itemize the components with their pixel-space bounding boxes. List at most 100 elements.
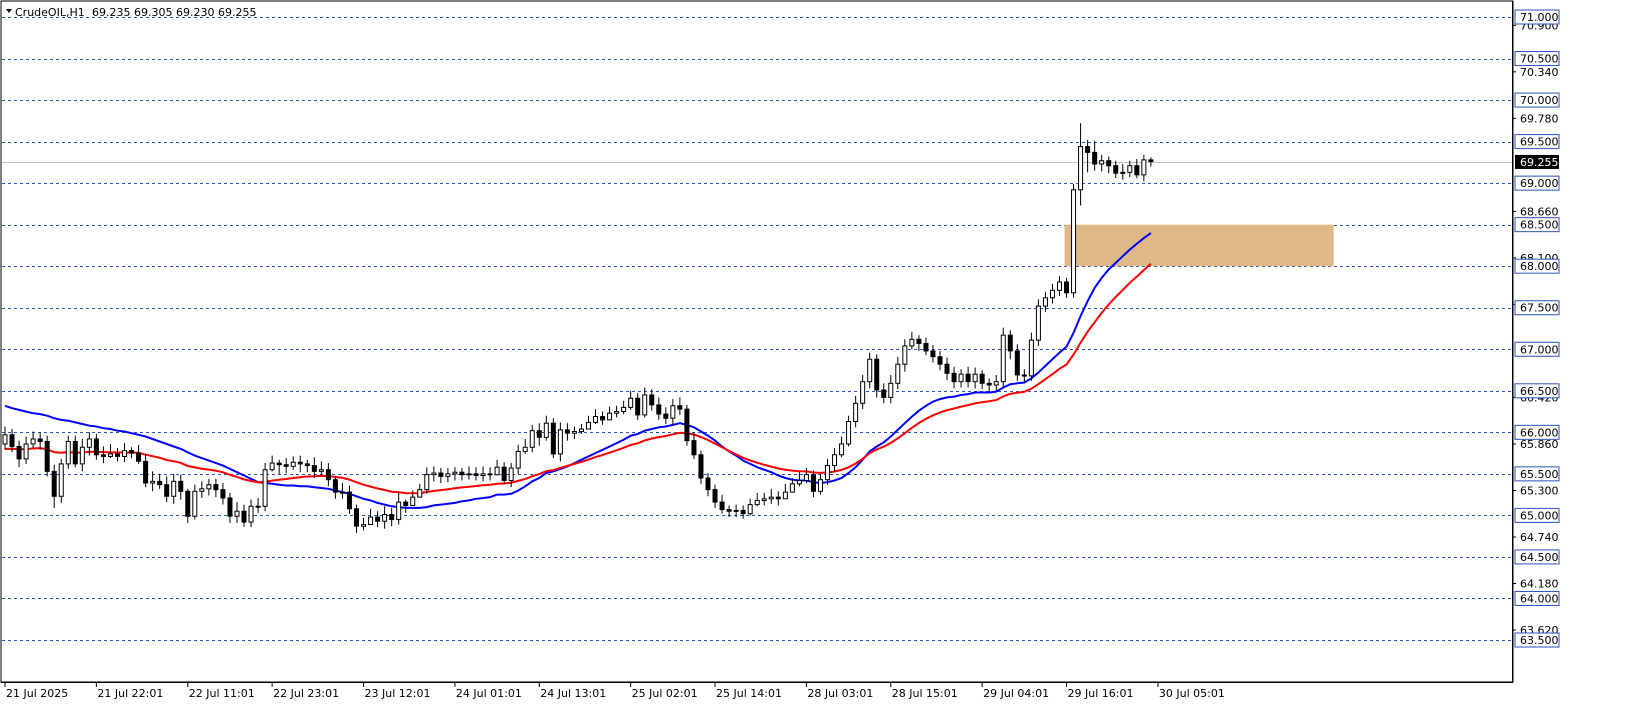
level-label-box: 70.500 <box>1514 51 1560 67</box>
bear-candle-body <box>635 397 641 416</box>
candle <box>150 471 156 492</box>
candle <box>30 431 36 449</box>
candle <box>550 418 556 459</box>
candle <box>979 370 985 390</box>
candle <box>269 455 275 472</box>
candle <box>747 498 753 516</box>
level-label-box: 64.500 <box>1514 549 1560 565</box>
candle <box>1106 156 1112 174</box>
bear-candle-body <box>1148 159 1154 163</box>
bull-candle-body <box>958 373 964 383</box>
candle <box>157 473 163 489</box>
candle <box>107 443 113 459</box>
bear-candle-body <box>487 473 493 476</box>
bull-candle-body <box>614 411 620 414</box>
time-tick-label: 21 Jul 2025 <box>6 687 68 700</box>
bull-candle-body <box>255 505 261 508</box>
zone-rect <box>1064 224 1334 267</box>
level-label-box: 64.000 <box>1514 590 1560 606</box>
candle <box>431 466 437 482</box>
bull-candle-body <box>1042 297 1048 307</box>
bull-candle-body <box>585 421 591 430</box>
candle <box>332 475 338 499</box>
bear-candle-body <box>536 430 542 438</box>
candle <box>213 478 219 498</box>
candle <box>410 490 416 506</box>
level-label-frame <box>1514 341 1560 357</box>
candle <box>564 423 570 441</box>
level-label-frame <box>1514 51 1560 67</box>
candle <box>487 467 493 481</box>
candle <box>923 337 929 356</box>
candle <box>283 458 289 474</box>
bull-candle-body <box>642 394 648 416</box>
bear-candle-body <box>1007 334 1013 352</box>
bull-candle-body <box>2 434 8 445</box>
candle <box>44 435 50 477</box>
candle <box>403 499 409 513</box>
level-label-text: 67.000 <box>1520 343 1559 356</box>
bear-candle-body <box>389 514 395 521</box>
candle <box>1021 369 1027 383</box>
candle <box>58 458 64 503</box>
bull-candle-body <box>761 498 767 501</box>
candle <box>712 484 718 508</box>
bull-candle-body <box>1099 160 1105 165</box>
candle <box>290 456 296 470</box>
candle <box>424 467 430 494</box>
bull-candle-body <box>853 402 859 423</box>
bear-candle-body <box>930 350 936 358</box>
candle <box>691 432 697 459</box>
bull-candle-body <box>171 480 177 497</box>
candle <box>529 424 535 453</box>
candle <box>452 467 458 481</box>
bull-candle-body <box>290 461 296 467</box>
level-label-frame <box>1514 9 1560 25</box>
bear-candle-body <box>185 490 191 517</box>
bull-candle-body <box>396 501 402 521</box>
candle <box>874 354 880 398</box>
candle <box>234 502 240 523</box>
level-label-frame <box>1514 134 1560 150</box>
candle <box>241 504 247 528</box>
candle <box>733 504 739 518</box>
bull-candle-body <box>747 504 753 515</box>
candle <box>1057 276 1062 297</box>
bear-candle-body <box>51 470 57 497</box>
bear-candle-body <box>1021 374 1027 377</box>
candle <box>37 432 43 450</box>
level-label-box: 65.500 <box>1514 466 1560 482</box>
bear-candle-body <box>656 404 662 415</box>
candle <box>1007 330 1013 360</box>
candle <box>185 488 191 523</box>
level-label-text: 69.000 <box>1520 177 1559 190</box>
bear-candle-body <box>403 501 409 506</box>
ohlc-values: 69.235 69.305 69.230 69.255 <box>92 6 256 19</box>
current-price-label: 69.255 <box>1520 156 1559 169</box>
bear-candle-body <box>965 373 971 383</box>
bull-candle-body <box>733 509 739 512</box>
price-tick-label: 65.300 <box>1520 484 1559 497</box>
candle <box>1042 291 1048 312</box>
bear-candle-body <box>663 413 669 419</box>
bear-candle-body <box>874 358 880 391</box>
level-label-frame <box>1514 300 1560 316</box>
bear-candle-body <box>712 489 718 503</box>
bear-candle-body <box>311 465 317 472</box>
dropdown-triangle-icon[interactable] <box>6 9 12 13</box>
candle <box>346 485 352 514</box>
level-label-box: 65.000 <box>1514 507 1560 523</box>
time-tick-label: 25 Jul 02:01 <box>632 687 698 700</box>
bull-candle-body <box>382 514 388 522</box>
level-label-text: 71.000 <box>1520 11 1559 24</box>
candle <box>1028 332 1034 381</box>
bull-candle-body <box>529 430 535 448</box>
bull-candle-body <box>508 467 514 482</box>
candle <box>860 375 866 410</box>
bull-candle-body <box>494 466 500 476</box>
candle <box>754 492 760 507</box>
bull-candle-body <box>1049 289 1055 299</box>
bear-candle-body <box>705 477 711 491</box>
candle <box>396 492 402 525</box>
candle <box>986 378 992 392</box>
